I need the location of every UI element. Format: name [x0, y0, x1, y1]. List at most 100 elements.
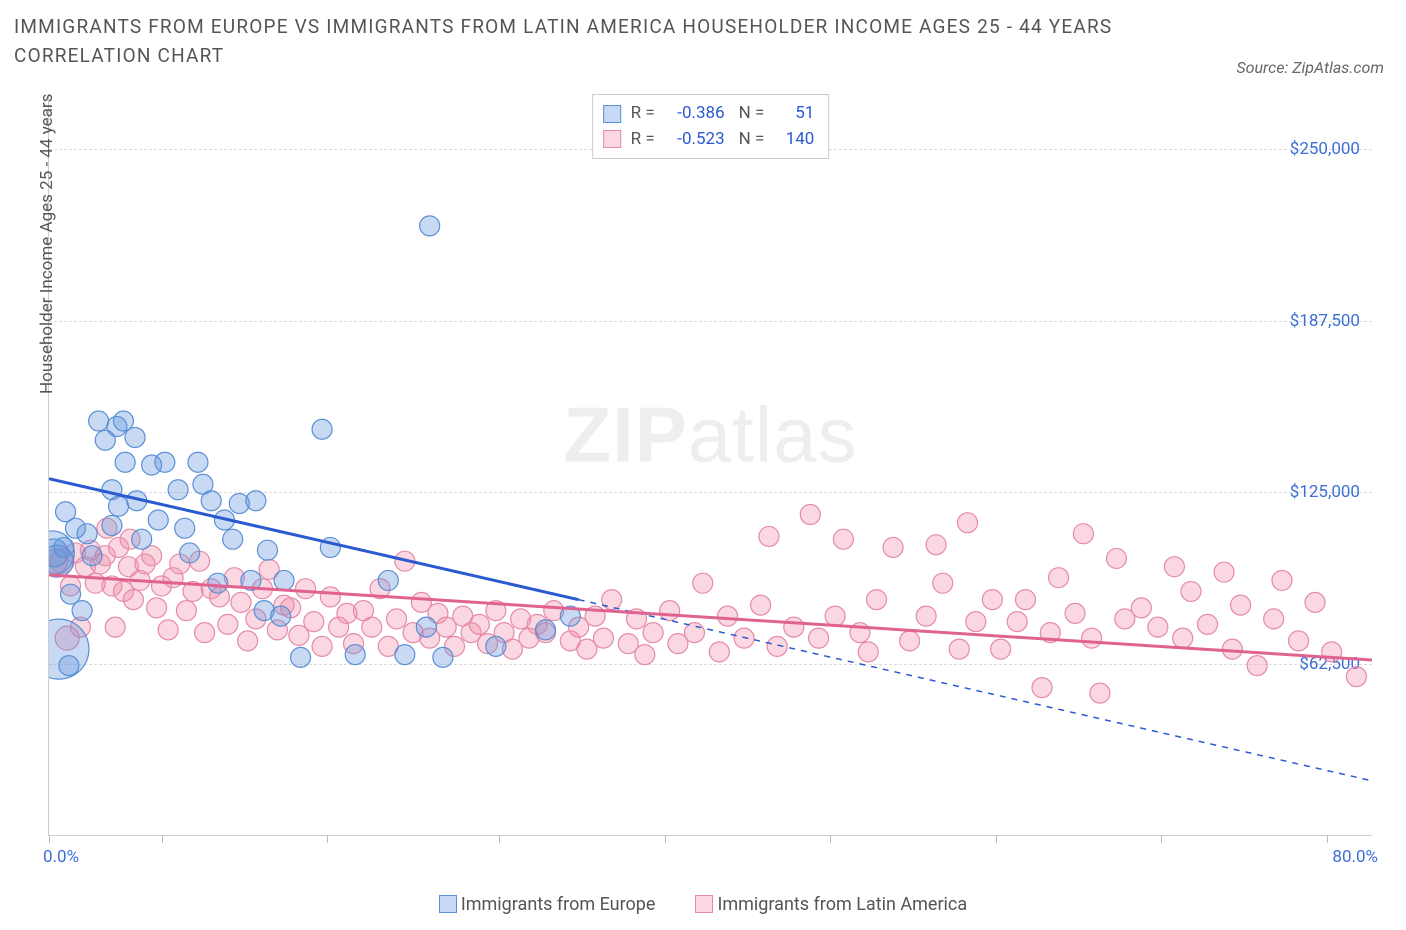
scatter-point [867, 590, 887, 610]
x-tick [830, 835, 831, 843]
scatter-point [155, 452, 175, 472]
scatter-point [486, 636, 506, 656]
scatter-point [231, 592, 251, 612]
scatter-point [926, 535, 946, 555]
scatter-point [1198, 614, 1218, 634]
scatter-point [1247, 656, 1267, 676]
plot-area: Householder Income Ages 25 - 44 years R … [48, 94, 1372, 836]
scatter-point [1264, 609, 1284, 629]
x-min-label: 0.0% [43, 847, 79, 867]
source-label: Source: ZipAtlas.com [1236, 58, 1384, 77]
scatter-point [56, 502, 76, 522]
scatter-point [378, 570, 398, 590]
scatter-point [1032, 678, 1052, 698]
scatter-point [123, 590, 143, 610]
r-value: -0.523 [661, 127, 725, 153]
scatter-point [593, 628, 613, 648]
scatter-point [257, 540, 277, 560]
scatter-point [77, 524, 97, 544]
legend-swatch-icon [603, 130, 621, 148]
scatter-point [246, 491, 266, 511]
scatter-point [1181, 581, 1201, 601]
scatter-point [767, 636, 787, 656]
scatter-point [949, 639, 969, 659]
scatter-point [180, 543, 200, 563]
x-tick [327, 835, 328, 843]
scatter-point [693, 573, 713, 593]
scatter-point [115, 452, 135, 472]
scatter-point [304, 612, 324, 632]
scatter-point [1049, 568, 1069, 588]
scatter-point [933, 573, 953, 593]
scatter-point [312, 636, 332, 656]
scatter-point [809, 628, 829, 648]
scatter-point [345, 645, 365, 665]
scatter-point [1214, 562, 1234, 582]
scatter-point [1305, 592, 1325, 612]
scatter-point [1231, 595, 1251, 615]
legend-item: Immigrants from Latin America [695, 894, 967, 915]
scatter-point [1148, 617, 1168, 637]
scatter-point [684, 623, 704, 643]
scatter-point [312, 419, 332, 439]
scatter-point [148, 510, 168, 530]
scatter-point [800, 504, 820, 524]
scatter-point [82, 546, 102, 566]
scatter-point [147, 598, 167, 618]
scatter-point [291, 647, 311, 667]
scatter-point [991, 639, 1011, 659]
scatter-point [759, 526, 779, 546]
scatter-point [320, 587, 340, 607]
x-tick [1327, 835, 1328, 843]
scatter-point [825, 606, 845, 626]
scatter-point [982, 590, 1002, 610]
scatter-point [218, 614, 238, 634]
scatter-point [635, 645, 655, 665]
scatter-point [387, 609, 407, 629]
scatter-svg [49, 94, 1372, 835]
scatter-point [208, 573, 228, 593]
scatter-point [900, 631, 920, 651]
legend-stat-row: R =-0.523 N =140 [603, 127, 815, 153]
scatter-point [223, 529, 243, 549]
scatter-point [751, 595, 771, 615]
scatter-point [188, 452, 208, 472]
x-tick [665, 835, 666, 843]
scatter-point [132, 529, 152, 549]
scatter-point [102, 515, 122, 535]
scatter-point [271, 606, 291, 626]
bottom-legend: Immigrants from EuropeImmigrants from La… [0, 894, 1406, 919]
n-label: N = [739, 101, 765, 127]
scatter-point [1272, 570, 1292, 590]
n-value: 140 [770, 127, 814, 153]
scatter-point [109, 496, 129, 516]
scatter-point [175, 518, 195, 538]
r-label: R = [631, 127, 655, 153]
legend-swatch-icon [695, 895, 713, 913]
scatter-point [1131, 598, 1151, 618]
scatter-point [1106, 548, 1126, 568]
scatter-point [1173, 628, 1193, 648]
n-label: N = [739, 127, 765, 153]
scatter-point [125, 428, 145, 448]
scatter-point [1015, 590, 1035, 610]
scatter-point [1289, 631, 1309, 651]
scatter-point [416, 617, 436, 637]
x-tick [1161, 835, 1162, 843]
scatter-point [201, 491, 221, 511]
r-value: -0.386 [661, 101, 725, 127]
scatter-point [1090, 683, 1110, 703]
scatter-point [158, 620, 178, 640]
scatter-point [105, 617, 125, 637]
scatter-point [958, 513, 978, 533]
legend-label: Immigrants from Latin America [717, 894, 967, 915]
scatter-point [469, 614, 489, 634]
scatter-point [59, 656, 79, 676]
scatter-point [176, 601, 196, 621]
legend-swatch-icon [603, 105, 621, 123]
scatter-point [296, 579, 316, 599]
scatter-point [1007, 612, 1027, 632]
x-tick [49, 835, 50, 843]
scatter-point [72, 601, 92, 621]
scatter-point [54, 537, 74, 557]
